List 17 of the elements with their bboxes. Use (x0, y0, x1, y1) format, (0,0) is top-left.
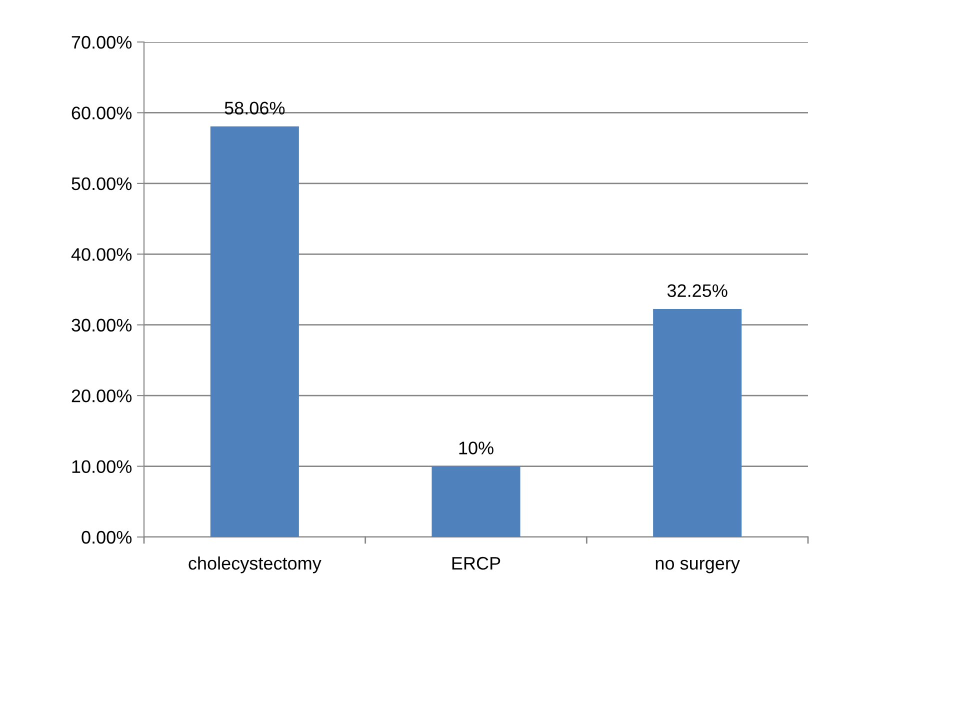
y-tick-label: 40.00% (71, 248, 132, 261)
y-tick-label: 10.00% (72, 460, 132, 474)
x-tick-label: no surgery (656, 560, 740, 574)
y-tick-label: 60.00% (72, 106, 132, 120)
data-label: 10% (459, 442, 494, 454)
bar (210, 126, 299, 537)
y-tick-label: 20.00% (72, 390, 132, 402)
x-tick-label: ERCP (452, 556, 500, 570)
bar (653, 308, 742, 537)
y-tick-label: 0.00% (82, 530, 132, 544)
y-tick-label: 30.00% (72, 318, 132, 332)
data-label: 32.25% (667, 284, 728, 298)
x-tick-label: cholecystectomy (188, 556, 322, 574)
y-tick-label: 50.00% (72, 177, 132, 190)
data-label: 58.06% (224, 102, 285, 115)
y-tick-label: 70.00% (72, 36, 132, 49)
bar (432, 466, 520, 537)
